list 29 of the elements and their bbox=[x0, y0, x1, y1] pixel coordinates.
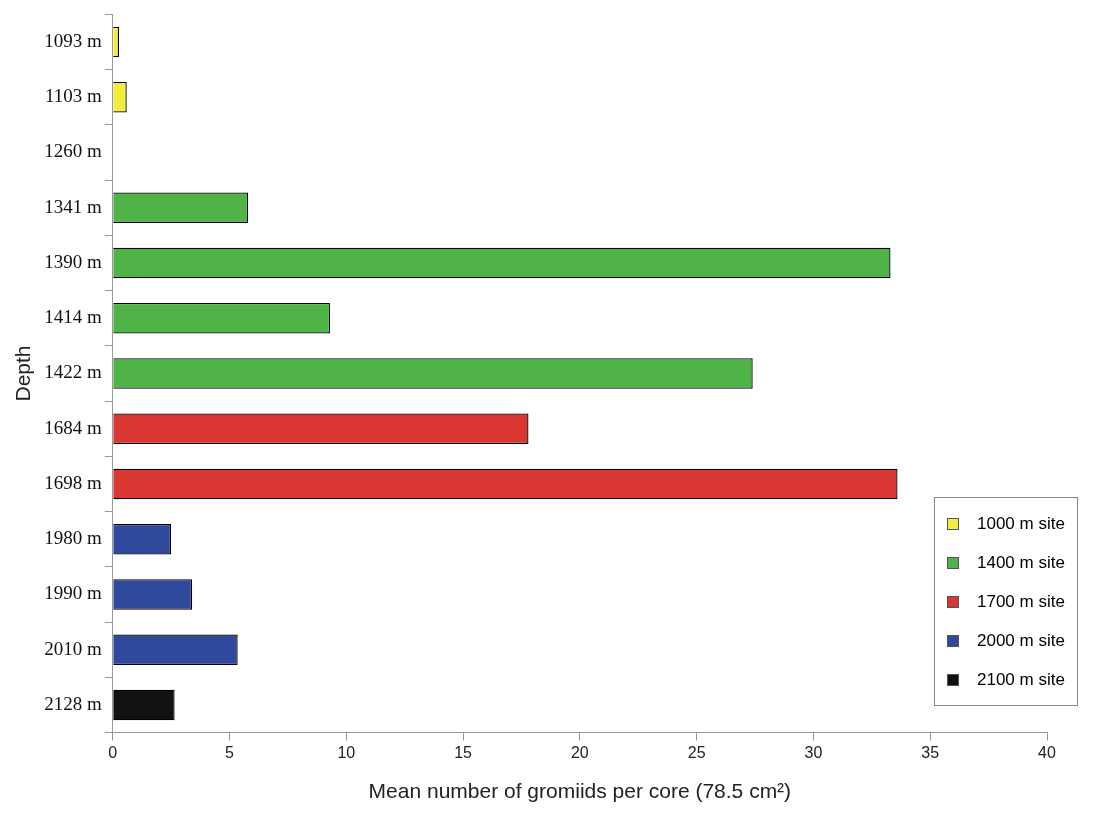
y-tick-label: 1414 m bbox=[44, 306, 102, 328]
x-tick-label: 0 bbox=[108, 743, 118, 761]
y-tick-label: 1980 m bbox=[44, 527, 102, 549]
y-tick-label: 2010 m bbox=[44, 637, 102, 659]
legend-label: 2100 m site bbox=[977, 669, 1065, 690]
y-axis-title: Depth bbox=[11, 345, 35, 402]
x-tick-label: 5 bbox=[225, 743, 235, 761]
x-axis-title: Mean number of gromiids per core (78.5 cm²) bbox=[368, 779, 792, 803]
legend-label: 1700 m site bbox=[977, 591, 1065, 612]
y-tick-label: 1422 m bbox=[44, 361, 102, 383]
y-tick-label: 1260 m bbox=[44, 140, 102, 162]
legend-label: 2000 m site bbox=[977, 630, 1065, 651]
x-tick-label: 25 bbox=[687, 743, 706, 761]
y-tick-label: 1684 m bbox=[44, 416, 102, 438]
y-tick-label: 1990 m bbox=[44, 582, 102, 604]
x-tick-label: 10 bbox=[337, 743, 356, 761]
y-tick-label: 1103 m bbox=[44, 85, 102, 107]
x-tick-label: 30 bbox=[804, 743, 823, 761]
y-tick-label: 1698 m bbox=[44, 471, 102, 493]
y-tick-label: 1093 m bbox=[44, 30, 102, 52]
y-tick-label: 1390 m bbox=[44, 250, 102, 272]
legend-label: 1000 m site bbox=[977, 513, 1065, 534]
x-tick-label: 40 bbox=[1038, 743, 1056, 761]
y-tick-label: 2128 m bbox=[44, 692, 102, 714]
x-tick-label: 20 bbox=[570, 743, 589, 761]
x-tick-label: 35 bbox=[921, 743, 940, 761]
x-tick-label: 15 bbox=[454, 743, 473, 761]
legend-label: 1400 m site bbox=[977, 552, 1065, 573]
y-tick-label: 1341 m bbox=[44, 195, 102, 217]
